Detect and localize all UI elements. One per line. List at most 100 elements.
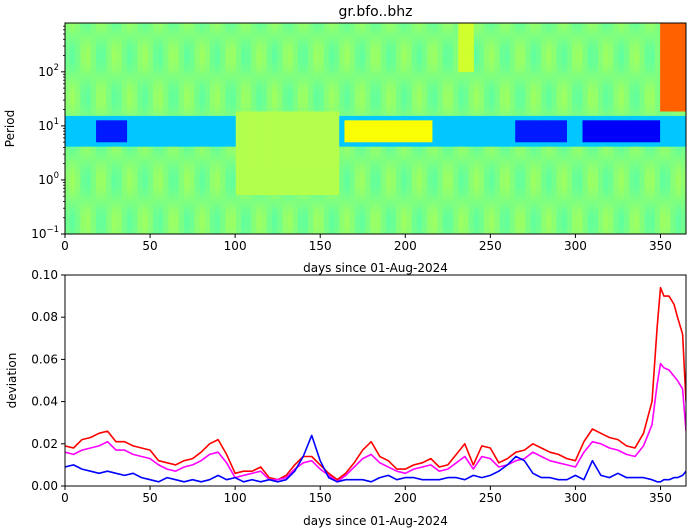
- heatmap-cell: [204, 27, 211, 33]
- heatmap-cell: [401, 49, 408, 55]
- heatmap-cell: [541, 150, 547, 156]
- heatmap-cell: [468, 194, 475, 200]
- heatmap-cell: [178, 27, 185, 33]
- heatmap-cell: [184, 216, 190, 222]
- heatmap-cell: [132, 75, 139, 81]
- heatmap-cell: [510, 88, 516, 94]
- heatmap-cell: [142, 229, 149, 234]
- heatmap-cell: [354, 163, 361, 169]
- heatmap-cell: [163, 23, 170, 28]
- heatmap-cell: [489, 40, 496, 46]
- heatmap-cell: [572, 80, 578, 86]
- heatmap-cell: [101, 110, 107, 116]
- heatmap-cell: [551, 58, 558, 64]
- heatmap-cell: [152, 27, 159, 33]
- heatmap-cell: [184, 229, 190, 234]
- heatmap-cell: [199, 154, 206, 160]
- heatmap-cell: [313, 66, 320, 72]
- heatmap-cell: [168, 62, 175, 68]
- heatmap-cell: [489, 168, 496, 174]
- heatmap-cell: [168, 66, 175, 72]
- heatmap-cell: [354, 132, 361, 138]
- heatmap-cell: [303, 220, 309, 226]
- heatmap-cell: [354, 216, 361, 222]
- heatmap-cell: [432, 31, 439, 37]
- heatmap-cell: [489, 128, 496, 134]
- heatmap-cell: [365, 137, 371, 143]
- heatmap-cell: [401, 119, 408, 125]
- heatmap-cell: [437, 119, 444, 125]
- heatmap-cell: [556, 216, 563, 222]
- heatmap-cell: [101, 128, 107, 134]
- heatmap-cell: [137, 181, 144, 187]
- heatmap-cell: [116, 176, 123, 182]
- heatmap-cell: [370, 172, 377, 178]
- heatmap-cell: [137, 53, 144, 59]
- heatmap-cell: [396, 75, 402, 81]
- heatmap-cell: [375, 36, 382, 42]
- heatmap-cell: [432, 146, 439, 152]
- heatmap-cell: [158, 36, 164, 42]
- heatmap-cell: [354, 88, 361, 94]
- heatmap-cell: [313, 185, 320, 191]
- heatmap-cell: [489, 23, 496, 28]
- heatmap-cell: [484, 172, 490, 178]
- heatmap-cell: [535, 207, 542, 213]
- heatmap-cell: [328, 80, 335, 86]
- heatmap-cell: [132, 176, 139, 182]
- heatmap-cell: [106, 168, 113, 174]
- heatmap-cell: [453, 97, 459, 103]
- heatmap-cell: [230, 31, 237, 37]
- heatmap-cell: [261, 141, 268, 147]
- heatmap-cell: [116, 80, 123, 86]
- heatmap-cell: [603, 229, 609, 234]
- heatmap-cell: [308, 229, 314, 234]
- heatmap-cell: [173, 146, 180, 152]
- heatmap-cell: [499, 53, 506, 59]
- heatmap-cell: [308, 203, 314, 209]
- heatmap-cell: [556, 190, 563, 196]
- heatmap-cell: [349, 216, 356, 222]
- heatmap-cell: [235, 93, 242, 99]
- heatmap-cell: [85, 71, 92, 77]
- heatmap-cell: [266, 27, 273, 33]
- heatmap-cell: [344, 172, 351, 178]
- heatmap-cell: [494, 49, 501, 55]
- heatmap-cell: [416, 216, 423, 222]
- heatmap-cell: [380, 128, 387, 134]
- heatmap-cell: [80, 203, 87, 209]
- heatmap-cell: [256, 154, 263, 160]
- heatmap-cell: [375, 220, 382, 226]
- heatmap-cell: [577, 172, 584, 178]
- heatmap-cell: [592, 62, 599, 68]
- heatmap-cell: [272, 168, 278, 174]
- heatmap-cell: [587, 84, 594, 90]
- heatmap-cell: [406, 66, 413, 72]
- heatmap-cell: [499, 66, 506, 72]
- heatmap-cell: [473, 141, 480, 147]
- heatmap-cell: [80, 110, 87, 116]
- heatmap-cell: [442, 159, 449, 165]
- heatmap-cell: [152, 88, 159, 94]
- heatmap-cell: [287, 128, 294, 134]
- heatmap-cell: [463, 203, 470, 209]
- heatmap-cell: [463, 225, 470, 231]
- heatmap-cell: [132, 212, 139, 218]
- heatmap-cell: [266, 66, 273, 72]
- heatmap-cell: [189, 44, 195, 50]
- heatmap-cell: [396, 159, 402, 165]
- heatmap-cell: [292, 141, 299, 147]
- heatmap-cell: [111, 102, 118, 108]
- heatmap-cell: [215, 172, 221, 178]
- heatmap-cell: [152, 40, 159, 46]
- heatmap-cell: [75, 102, 82, 108]
- heatmap-cell: [525, 31, 532, 37]
- heatmap-cell: [541, 102, 547, 108]
- heatmap-cell: [515, 75, 521, 81]
- heatmap-cell: [577, 146, 584, 152]
- heatmap-cell: [240, 80, 247, 86]
- heatmap-cell: [530, 128, 537, 134]
- heatmap-cell: [111, 75, 118, 81]
- heatmap-cell: [572, 53, 578, 59]
- heatmap-cell: [582, 119, 589, 125]
